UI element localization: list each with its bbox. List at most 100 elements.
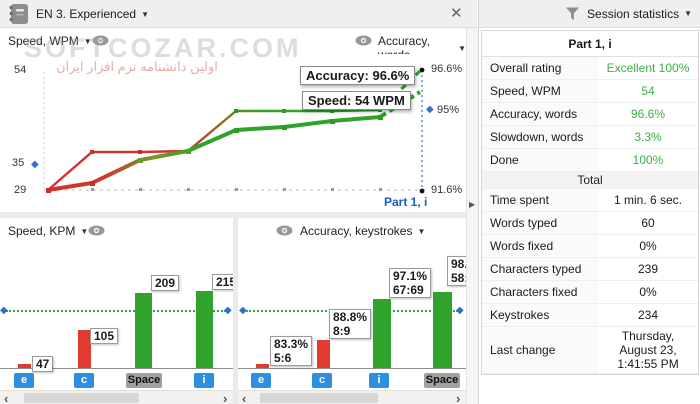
line-chart-panel-header: Speed, WPM ▼ Accuracy, words ▼: [0, 28, 466, 62]
keycap-c: c: [74, 373, 94, 388]
bar-ratio: 67:69: [393, 283, 424, 297]
threshold-diamond-icon: ◆: [426, 104, 434, 115]
stat-label: Characters typed: [482, 258, 598, 280]
threshold-diamond-icon: ◆: [239, 305, 247, 316]
side-strip: ▶: [466, 28, 478, 404]
series-label-speed-wpm: Speed, WPM: [8, 34, 79, 48]
accuracy-chart-title: Accuracy, keystrokes: [300, 224, 413, 238]
series-selector-speed-wpm[interactable]: Speed, WPM ▼: [8, 34, 92, 48]
stat-value: 239: [637, 262, 659, 276]
keycap-e: e: [251, 373, 271, 388]
lesson-selector[interactable]: EN 3. Experienced ▼: [36, 7, 149, 21]
scroll-right-icon[interactable]: ›: [456, 391, 461, 404]
threshold-diamond-icon: ◆: [31, 159, 39, 170]
chevron-down-icon: ▼: [417, 226, 426, 236]
scroll-left-icon[interactable]: ‹: [4, 391, 9, 404]
bar-value-label: 105: [90, 328, 119, 344]
app-header: EN 3. Experienced ▼ ✕: [0, 0, 477, 28]
stat-value: Thursday, August 23, 1:41:55 PM: [617, 329, 679, 371]
bar-pct: 83.3%: [274, 337, 309, 351]
stat-value: 0%: [639, 239, 657, 253]
chevron-down-icon: ▼: [684, 9, 692, 18]
chevron-down-icon: ▼: [80, 226, 89, 236]
y-axis-tick-left-mid: 35: [12, 157, 25, 169]
filter-icon: [565, 6, 580, 21]
stat-label: Accuracy, words: [482, 103, 598, 125]
bar-pct: 97.1%: [393, 269, 428, 283]
stat-value: 54: [641, 84, 655, 98]
stat-value: 60: [641, 216, 655, 230]
bar-value-label: 88.8% 8:9: [329, 309, 372, 339]
stats-view-selector[interactable]: Session statistics ▼: [565, 7, 692, 21]
stat-label: Time spent: [482, 189, 598, 211]
stat-label: Done: [482, 149, 598, 171]
eye-icon[interactable]: [92, 35, 109, 49]
bar-space: [135, 293, 152, 368]
table-row: Words fixed 0%: [482, 235, 698, 258]
table-row: Words typed 60: [482, 212, 698, 235]
keycap-e: e: [14, 373, 34, 388]
stat-value: 3.3%: [634, 130, 662, 144]
scroll-right-icon[interactable]: ›: [223, 391, 228, 404]
bar-space: [433, 292, 452, 368]
x-axis-label: Part 1, i: [384, 195, 428, 209]
table-row: Characters fixed 0%: [482, 281, 698, 304]
y-axis-tick-left-bottom: 29: [14, 184, 27, 196]
close-button[interactable]: ✕: [450, 5, 463, 22]
collapse-panel-icon[interactable]: ▶: [469, 200, 476, 209]
stat-label: Slowdown, words: [482, 126, 598, 148]
stat-value: 234: [637, 308, 659, 322]
stat-value: Excellent 100%: [606, 61, 690, 75]
kpm-x-axis: [0, 368, 233, 369]
kpm-scrollbar-track[interactable]: ‹ ›: [0, 390, 233, 404]
y-axis-tick-right-top: 96.6%: [431, 63, 463, 75]
kpm-scrollbar-thumb[interactable]: [24, 393, 139, 403]
stats-table-title: Part 1, i: [482, 31, 698, 57]
stat-value: 100%: [632, 153, 664, 167]
scroll-left-icon[interactable]: ‹: [242, 391, 247, 404]
keycap-space: Space: [424, 373, 460, 388]
eye-icon[interactable]: [88, 225, 105, 239]
lesson-book-icon: [7, 3, 29, 28]
table-row: Slowdown, words 3.3%: [482, 126, 698, 149]
kpm-chart-title: Speed, KPM: [8, 224, 76, 238]
bar-value-label: 83.3% 5:6: [270, 336, 313, 366]
bar-pct: 98.3: [451, 257, 466, 271]
stat-value: 1 min. 6 sec.: [613, 193, 683, 207]
bar-ratio: 8:9: [333, 324, 351, 338]
stat-value: 0%: [639, 285, 657, 299]
threshold-diamond-icon: ◆: [456, 305, 464, 316]
speed-callout: Speed: 54 WPM: [302, 91, 411, 110]
horizontal-splitter[interactable]: [0, 212, 466, 218]
series-selector-accuracy-keystrokes[interactable]: Accuracy, keystrokes ▼: [300, 224, 425, 238]
vertical-splitter[interactable]: [233, 218, 238, 404]
series-selector-speed-kpm[interactable]: Speed, KPM ▼: [8, 224, 88, 238]
keycap-i: i: [194, 373, 214, 388]
table-row: Time spent 1 min. 6 sec.: [482, 189, 698, 212]
kpm-bar-chart-panel: Speed, KPM ▼ ◆ ◆ 47 105 209 215 e c Spac…: [0, 218, 233, 404]
accuracy-scrollbar-track[interactable]: ‹ ›: [238, 390, 466, 404]
kpm-threshold-line: [6, 310, 226, 312]
eye-icon[interactable]: [276, 225, 293, 239]
table-row: Characters typed 239: [482, 258, 698, 281]
accuracy-scrollbar-thumb[interactable]: [260, 393, 378, 403]
session-statistics-panel: Session statistics ▼ Part 1, i Overall r…: [478, 0, 700, 404]
bar-e: [18, 364, 31, 368]
threshold-diamond-icon: ◆: [0, 305, 8, 316]
chevron-down-icon: ▼: [83, 36, 92, 46]
bar-e: [256, 364, 269, 368]
chevron-down-icon: ▼: [458, 43, 466, 53]
eye-icon[interactable]: [355, 35, 372, 49]
chevron-down-icon: ▼: [141, 9, 149, 19]
y-axis-tick-right-bottom: 91.6%: [431, 184, 463, 196]
keycap-i: i: [369, 373, 389, 388]
bar-value-label: 97.1% 67:69: [389, 268, 432, 298]
bar-value-label: 98.3 58:5: [447, 256, 466, 286]
table-row: Last change Thursday, August 23, 1:41:55…: [482, 327, 698, 374]
stat-label: Keystrokes: [482, 304, 598, 326]
threshold-diamond-icon: ◆: [224, 305, 232, 316]
table-row: Done 100%: [482, 149, 698, 172]
accuracy-x-axis: [238, 368, 466, 369]
accuracy-bar-chart-panel: Accuracy, keystrokes ▼ ◆ ◆ 83.3% 5:6 88.…: [238, 218, 466, 404]
